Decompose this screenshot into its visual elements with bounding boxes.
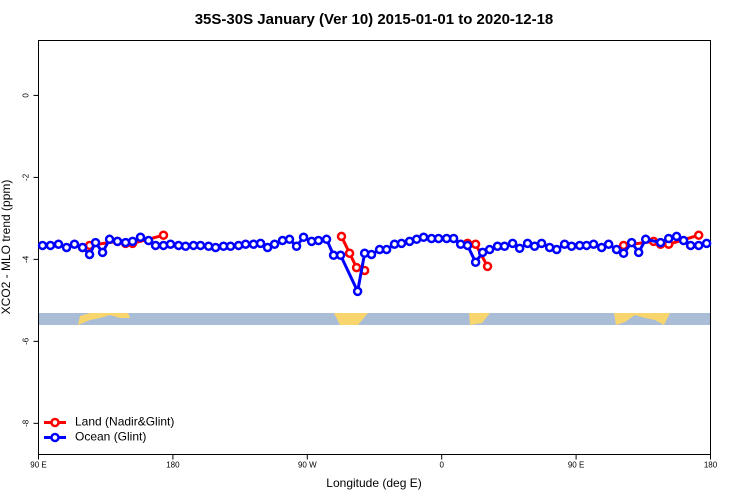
point: [566, 241, 577, 252]
point: [701, 238, 712, 249]
point: [97, 247, 108, 258]
point: [640, 234, 651, 245]
land-strip: [39, 313, 710, 325]
y-axis-label: XCO2 - MLO trend (ppm): [0, 180, 13, 315]
point: [45, 240, 56, 251]
point: [626, 237, 637, 248]
point: [150, 240, 161, 251]
point: [366, 249, 377, 260]
y-tick-label: -2: [22, 173, 31, 181]
y-tick-label: -6: [22, 337, 31, 345]
point: [663, 233, 674, 244]
point: [678, 235, 689, 246]
point: [291, 241, 302, 252]
point: [240, 239, 251, 249]
point: [507, 238, 518, 249]
point: [470, 257, 481, 268]
point: [482, 261, 493, 272]
point: [90, 237, 101, 248]
y-tick-label: -8: [22, 419, 31, 427]
x-tick-label: 90 E: [30, 461, 46, 470]
point: [351, 262, 362, 273]
point: [255, 238, 266, 249]
point: [514, 243, 525, 254]
point: [344, 248, 355, 258]
point: [135, 232, 146, 243]
point: [536, 238, 547, 249]
point: [77, 242, 88, 253]
point: [269, 239, 280, 249]
point: [143, 235, 154, 246]
point: [588, 239, 599, 249]
point: [335, 250, 346, 261]
point: [433, 233, 444, 244]
point: [596, 242, 607, 253]
point: [352, 286, 363, 297]
point: [551, 244, 562, 255]
point: [53, 239, 64, 249]
point: [158, 230, 169, 240]
point: [462, 240, 473, 251]
point: [84, 249, 95, 260]
point: [180, 241, 191, 252]
point: [112, 236, 123, 247]
legend-marker: [50, 432, 60, 443]
point: [313, 235, 324, 246]
point: [611, 244, 622, 255]
point: [195, 240, 206, 251]
x-tick-label: 180: [704, 461, 718, 470]
point: [262, 242, 273, 253]
x-tick-label: 90 E: [568, 461, 584, 470]
point: [693, 240, 704, 251]
point: [499, 241, 510, 252]
point: [37, 240, 48, 251]
x-tick-label: 180: [166, 461, 180, 470]
x-tick-label: 0: [439, 461, 444, 470]
point: [693, 230, 704, 240]
point: [671, 231, 682, 242]
point: [61, 242, 72, 253]
y-tick-label: -4: [22, 255, 31, 263]
point: [603, 239, 614, 249]
point: [298, 232, 309, 243]
x-axis-label: Longitude (deg E): [326, 476, 421, 490]
x-tick-label: 90 W: [298, 461, 317, 470]
y-tick-label: 0: [22, 93, 31, 98]
legend-label: Land (Nadir&Glint): [75, 415, 174, 429]
point: [381, 244, 392, 255]
legend-label: Ocean (Glint): [75, 430, 146, 444]
point: [633, 247, 644, 258]
point: [284, 234, 295, 245]
point: [470, 239, 481, 249]
legend-marker: [50, 417, 60, 428]
point: [484, 244, 495, 255]
point: [210, 242, 221, 253]
point: [127, 236, 138, 247]
point: [69, 239, 80, 249]
point: [396, 238, 407, 249]
point: [225, 241, 236, 252]
point: [165, 239, 176, 249]
point: [655, 237, 666, 248]
point: [618, 248, 629, 258]
point: [685, 240, 696, 251]
point: [448, 233, 459, 244]
point: [321, 234, 332, 245]
point: [104, 234, 115, 245]
chart-title: 35S-30S January (Ver 10) 2015-01-01 to 2…: [195, 11, 554, 28]
point: [418, 232, 429, 243]
point: [336, 231, 347, 242]
